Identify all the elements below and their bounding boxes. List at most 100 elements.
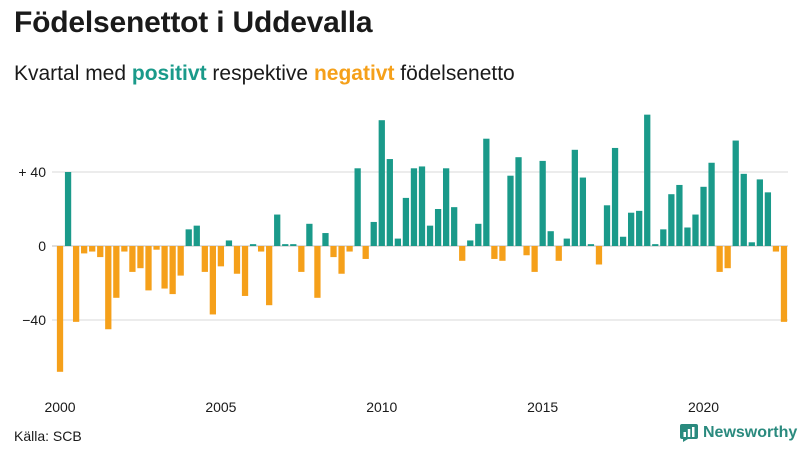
bar — [756, 179, 763, 246]
y-tick-label: 0 — [38, 238, 46, 254]
bar — [426, 225, 434, 246]
bar — [692, 214, 699, 246]
bar — [121, 246, 128, 252]
bar — [668, 194, 675, 246]
brand-logo: Newsworthy — [680, 424, 797, 442]
bar — [628, 212, 635, 246]
bar — [338, 246, 345, 274]
bar — [56, 246, 64, 372]
bar — [571, 149, 578, 246]
bar — [113, 246, 120, 298]
bar — [652, 244, 659, 246]
bar — [306, 223, 313, 246]
bar — [716, 246, 723, 272]
bar — [595, 246, 603, 265]
bar — [636, 210, 643, 246]
bar — [531, 246, 538, 272]
x-tick-label: 2000 — [44, 399, 75, 415]
bar — [644, 114, 651, 247]
chart-subtitle: Kvartal med positivt respektive negativt… — [14, 62, 515, 86]
bar — [370, 221, 377, 246]
bar — [660, 229, 667, 246]
bar — [410, 168, 418, 246]
bar — [732, 140, 739, 246]
bar — [491, 246, 498, 259]
bar — [539, 160, 546, 246]
subtitle-positive: positivt — [131, 62, 207, 85]
bar — [137, 246, 144, 269]
bar — [177, 246, 184, 276]
bar — [241, 246, 249, 296]
source-label: Källa: SCB — [14, 428, 82, 444]
bar — [346, 246, 353, 252]
bar — [764, 192, 772, 246]
x-tick-label: 2005 — [205, 399, 236, 415]
bar — [587, 244, 595, 246]
bar — [378, 120, 385, 246]
bar — [290, 244, 297, 246]
subtitle-text: Kvartal med — [14, 62, 132, 85]
bar — [161, 246, 168, 289]
x-tick-label: 2010 — [366, 399, 397, 415]
bar — [81, 246, 88, 254]
bar — [249, 244, 257, 246]
bar — [257, 246, 265, 252]
bar — [611, 147, 619, 246]
bar — [563, 238, 570, 246]
bar — [708, 162, 715, 246]
chart-title: Födelsenettot i Uddevalla — [14, 6, 373, 39]
bar — [185, 229, 192, 246]
bar — [748, 242, 755, 246]
subtitle-text: respektive — [206, 62, 314, 85]
bar — [402, 197, 410, 246]
bar — [499, 246, 506, 261]
bar — [684, 227, 691, 246]
bar — [322, 233, 329, 246]
bar — [700, 186, 707, 246]
bar — [225, 240, 233, 246]
newsworthy-icon — [680, 424, 698, 442]
bar — [274, 214, 281, 246]
bar — [772, 246, 780, 252]
x-tick-label: 2020 — [688, 399, 719, 415]
bar — [523, 246, 530, 256]
bar — [547, 231, 554, 246]
bar — [266, 246, 273, 306]
bar — [201, 246, 208, 272]
bar — [362, 246, 369, 259]
bar — [193, 225, 200, 246]
bar — [169, 246, 176, 295]
bar — [579, 177, 587, 246]
bar — [298, 246, 305, 272]
bar — [418, 166, 426, 246]
subtitle-negative: negativt — [313, 62, 395, 85]
y-tick-label: −40 — [22, 312, 46, 328]
bar — [467, 240, 474, 246]
bar — [314, 246, 321, 298]
bar — [233, 246, 241, 274]
bar — [153, 246, 160, 250]
bar — [603, 205, 611, 246]
bar — [217, 246, 225, 267]
bar — [507, 175, 514, 246]
bar — [89, 246, 96, 252]
bar — [515, 157, 522, 246]
bar — [676, 184, 683, 246]
bar — [724, 246, 731, 269]
bar — [451, 207, 458, 246]
bar — [145, 246, 152, 291]
bar — [619, 236, 627, 246]
bar — [434, 209, 442, 246]
bar — [105, 246, 112, 330]
x-tick-label: 2015 — [527, 399, 558, 415]
bar — [394, 238, 402, 246]
bar — [740, 173, 747, 246]
bar — [354, 168, 361, 246]
bar — [72, 246, 80, 322]
bar — [442, 168, 450, 246]
bar — [129, 246, 136, 272]
brand-name: Newsworthy — [703, 424, 798, 441]
bar — [97, 246, 104, 258]
bar — [459, 246, 466, 261]
